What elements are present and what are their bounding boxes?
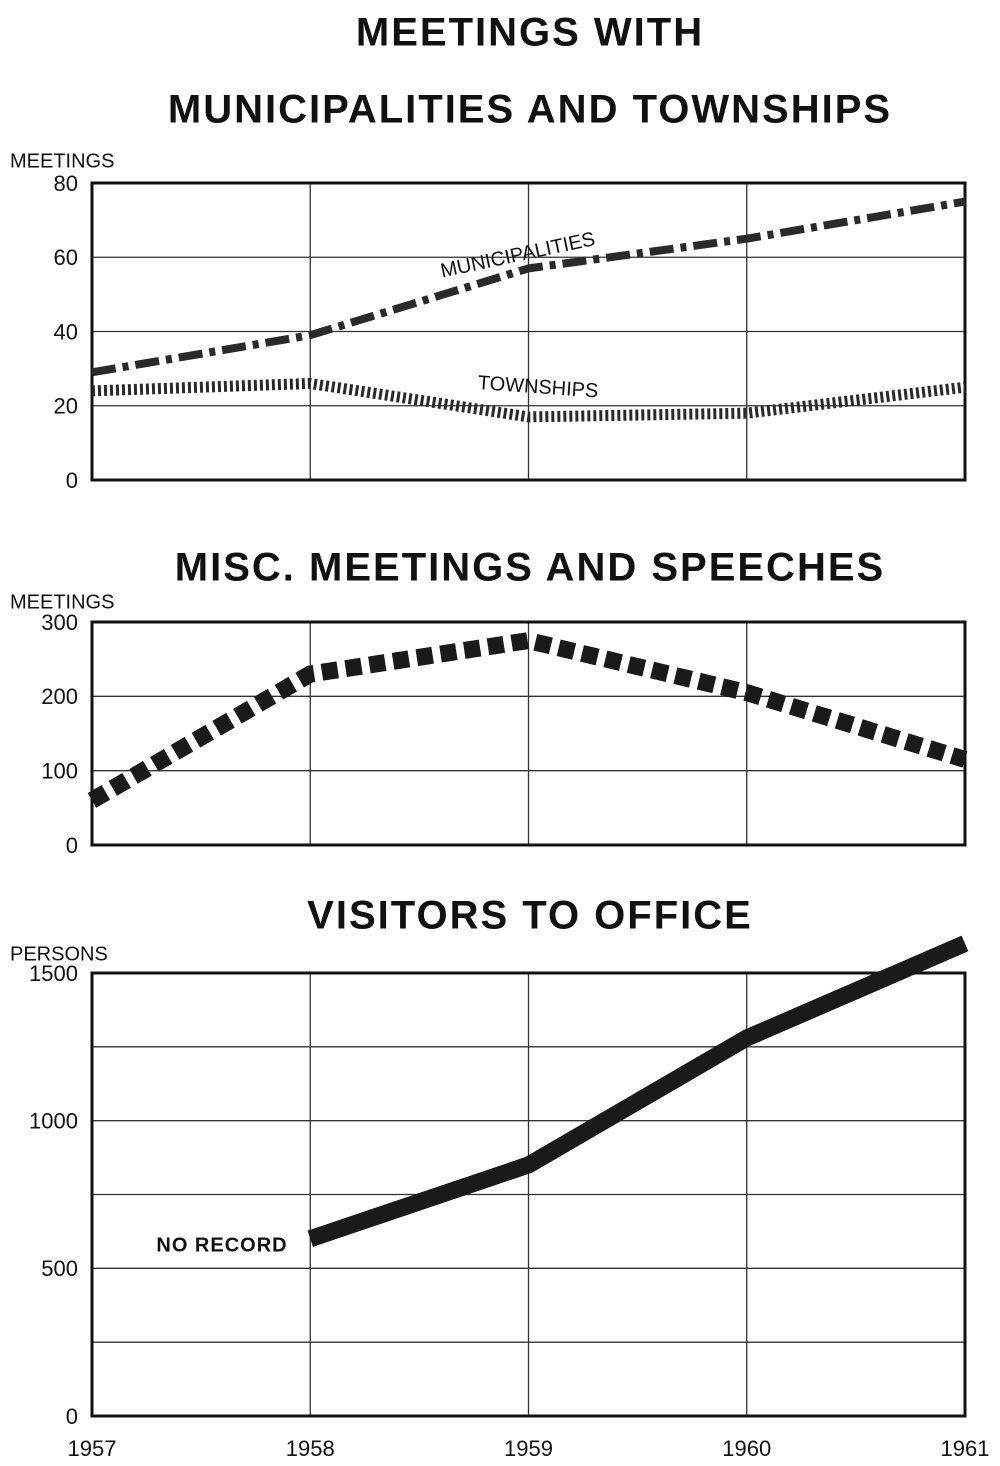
y-tick-label: 1500 xyxy=(29,961,78,986)
x-tick-label: 1957 xyxy=(68,1436,117,1461)
chart-title: MUNICIPALITIES AND TOWNSHIPS xyxy=(168,88,892,132)
y-tick-label: 80 xyxy=(54,171,78,196)
y-tick-label: 500 xyxy=(41,1256,78,1281)
y-tick-label: 200 xyxy=(41,684,78,709)
y-tick-label: 0 xyxy=(66,468,78,493)
y-axis-label: MEETINGS xyxy=(10,591,114,613)
chart: MEETINGS WITH MUNICIPALITIES AND TOWNSHIP… xyxy=(10,11,967,493)
chart-title: MISC. MEETINGS AND SPEECHES xyxy=(175,546,885,590)
data-line xyxy=(91,197,966,377)
y-tick-label: 100 xyxy=(41,758,78,783)
series-label: MUNICIPALITIES xyxy=(439,228,598,282)
series-label: TOWNSHIPS xyxy=(477,372,599,402)
y-tick-label: 60 xyxy=(54,245,78,270)
plot-frame xyxy=(90,181,967,482)
chart-title: MEETINGS WITH xyxy=(356,11,704,55)
y-tick-label: 0 xyxy=(66,833,78,858)
y-tick-label: 20 xyxy=(54,394,78,419)
x-tick-label: 1960 xyxy=(722,1436,771,1461)
data-line xyxy=(87,632,968,808)
chart: VISITORS TO OFFICE PERSONS 0 500 1000 1500 195… xyxy=(10,894,989,1461)
plot-frame xyxy=(90,620,967,847)
chart: MISC. MEETINGS AND SPEECHES MEETINGS 0 100 2… xyxy=(10,546,968,858)
y-tick-label: 0 xyxy=(66,1404,78,1429)
x-tick-label: 1961 xyxy=(941,1436,990,1461)
annotation: NO RECORD xyxy=(156,1234,287,1256)
x-tick-label: 1958 xyxy=(286,1436,335,1461)
x-tick-label: 1959 xyxy=(504,1436,553,1461)
y-tick-label: 40 xyxy=(54,319,78,344)
y-tick-label: 1000 xyxy=(29,1108,78,1133)
data-line xyxy=(307,935,969,1247)
chart-title: VISITORS TO OFFICE xyxy=(307,894,753,938)
y-axis-label: MEETINGS xyxy=(10,150,114,172)
plot-frame xyxy=(90,971,967,1418)
y-axis-label: PERSONS xyxy=(10,943,108,965)
y-tick-label: 300 xyxy=(41,610,78,635)
data-line xyxy=(91,377,966,423)
